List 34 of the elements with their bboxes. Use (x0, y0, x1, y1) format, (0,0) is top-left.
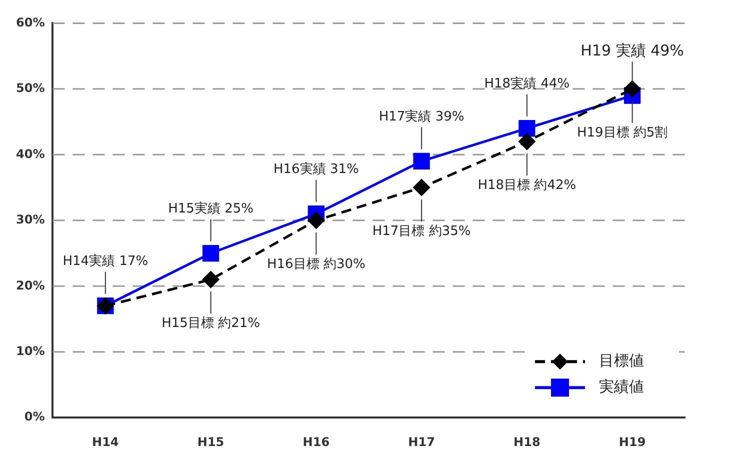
y-tick-label: 60% (16, 15, 45, 30)
annotation: H17実績 39% (378, 108, 464, 125)
point (518, 120, 536, 137)
annotation: H15実績 25% (168, 200, 254, 217)
annotation: H18実績 44% (484, 76, 570, 92)
y-tick-label: 40% (16, 146, 45, 161)
x-tick-label: H16 (302, 434, 330, 449)
x-tick-label: H18 (514, 434, 540, 449)
y-tick-label: 10% (16, 344, 45, 358)
annotation: H18目標 約42% (478, 178, 576, 193)
y-tick-label: 30% (16, 212, 45, 227)
x-tick-label: H15 (197, 434, 224, 449)
annotation: H19目標 約5割 (576, 125, 668, 140)
legend-label: 実績値 (599, 377, 644, 396)
point (413, 179, 430, 196)
annotation: H16目標 約30% (266, 256, 366, 272)
annotation: H17目標 約35% (372, 224, 471, 239)
point (624, 80, 641, 98)
y-tick-label: 50% (16, 81, 45, 96)
x-tick-label: H14 (92, 434, 119, 449)
x-tick-label: H19 (618, 434, 646, 449)
point (308, 212, 324, 229)
annotation: H14実績 17% (62, 253, 148, 270)
annotation: H19 実績 49% (580, 41, 684, 60)
y-tick-label: 0% (24, 410, 45, 424)
legend-label: 目標値 (599, 351, 644, 370)
y-tick-label: 20% (16, 278, 45, 292)
point (518, 133, 536, 150)
point (413, 152, 430, 170)
annotation: H16実績 31% (273, 161, 359, 178)
x-tick-label: H17 (408, 434, 435, 449)
annotation: H15目標 約21% (162, 316, 260, 331)
point (202, 244, 220, 262)
point (202, 271, 220, 288)
